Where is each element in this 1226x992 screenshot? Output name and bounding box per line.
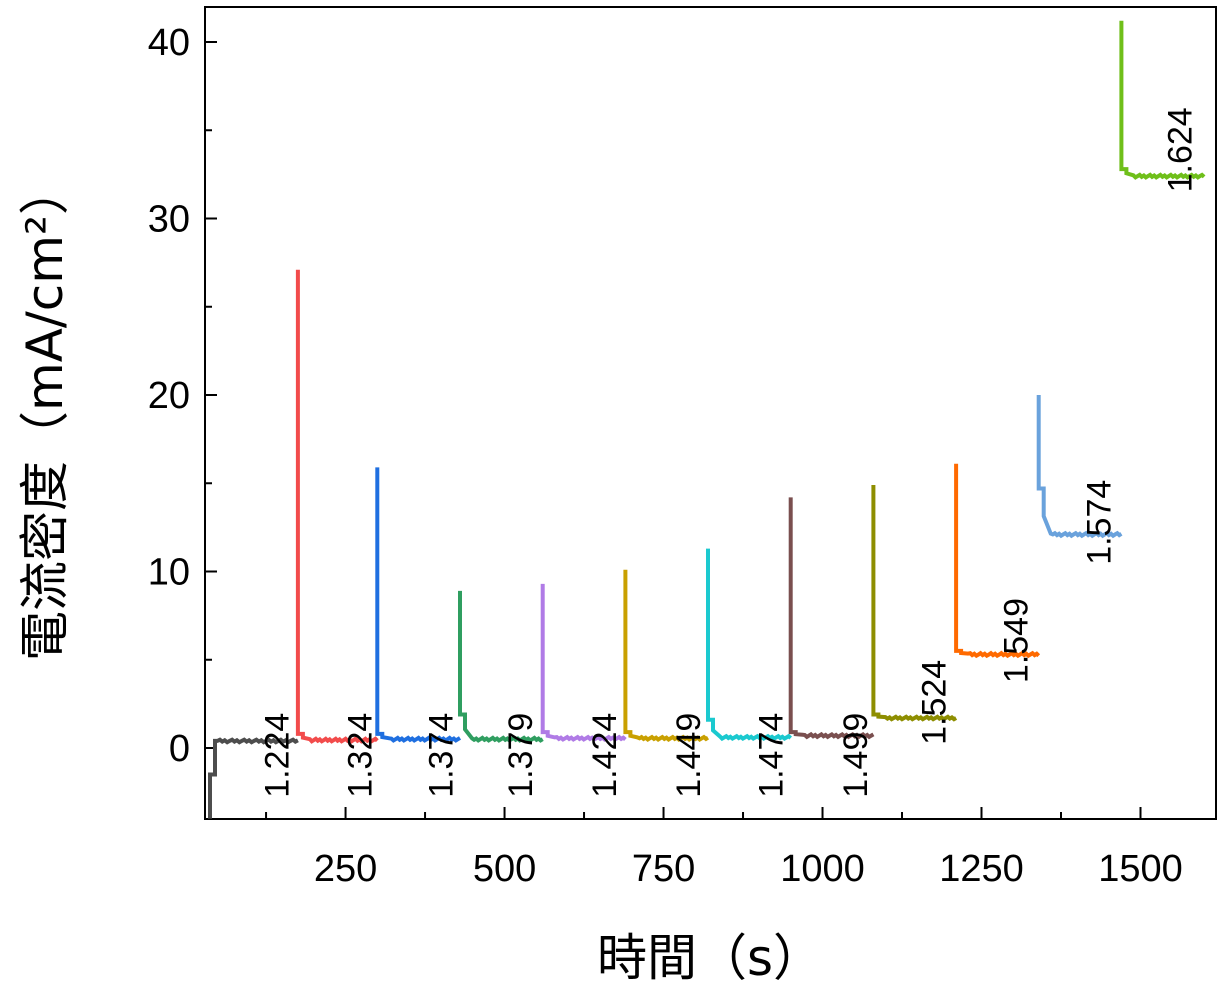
x-axis-title: 時間（s） (597, 929, 823, 987)
series-line-1.374 (375, 467, 462, 743)
series-line-1.524 (871, 485, 958, 722)
y-tick-label: 10 (148, 552, 190, 594)
step-labels-group: 1.224 1.324 1.374 1.379 1.424 1.449 1.474 1.499… (258, 107, 1199, 797)
y-axis-title: 電流密度（mA/cm²） (16, 165, 74, 661)
x-tick-label: 1250 (939, 848, 1024, 890)
ticks-group: 250 500 750 1000 1250 1500 0 10 20 30 40 (148, 22, 1183, 890)
step-label-1.379: 1.379 (502, 713, 540, 798)
step-label-1.499: 1.499 (837, 713, 875, 798)
series-group (208, 20, 1206, 819)
series-line-1.424 (540, 583, 627, 742)
series-line-1.549 (954, 463, 1041, 659)
series-line-1.449 (623, 569, 710, 742)
step-label-1.449: 1.449 (670, 713, 708, 798)
step-label-1.474: 1.474 (753, 713, 791, 798)
step-label-1.624: 1.624 (1161, 107, 1199, 192)
series-line-1.379 (458, 590, 544, 743)
step-label-1.549: 1.549 (997, 598, 1035, 683)
series-line-1.499 (788, 497, 875, 740)
x-tick-label: 1500 (1098, 848, 1183, 890)
step-label-1.524: 1.524 (915, 660, 953, 745)
plot-frame (204, 6, 1217, 820)
step-label-1.224: 1.224 (258, 713, 296, 798)
series-line-1.474 (706, 548, 793, 742)
x-tick-label: 500 (473, 848, 536, 890)
y-tick-label: 40 (148, 22, 190, 64)
y-tick-label: 20 (148, 375, 190, 417)
series-line-1.224 (208, 737, 299, 819)
step-label-1.424: 1.424 (586, 713, 624, 798)
series-line-1.574 (1036, 395, 1123, 539)
series-line-1.624 (1119, 20, 1206, 180)
x-tick-label: 1000 (780, 848, 865, 890)
x-tick-label: 750 (632, 848, 695, 890)
y-tick-label: 30 (148, 199, 190, 241)
y-tick-label: 0 (169, 728, 190, 770)
step-label-1.324: 1.324 (342, 713, 380, 798)
x-tick-label: 250 (314, 848, 377, 890)
step-label-1.374: 1.374 (422, 713, 460, 798)
step-label-1.574: 1.574 (1081, 480, 1119, 565)
series-line-1.324 (295, 269, 379, 744)
